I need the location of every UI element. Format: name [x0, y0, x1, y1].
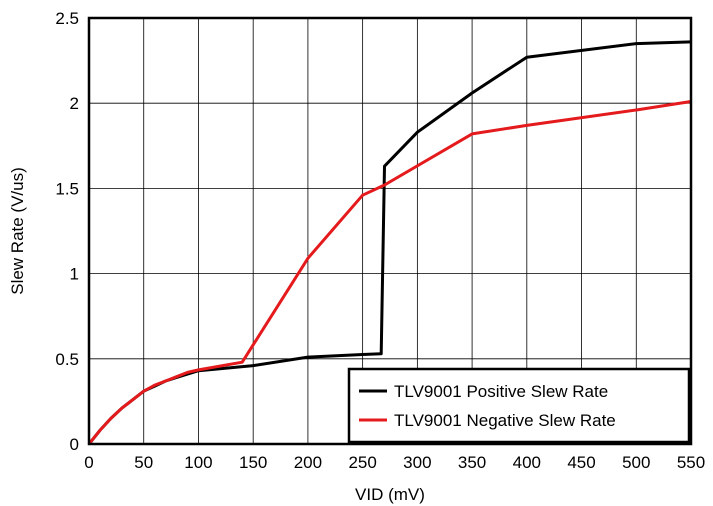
legend: TLV9001 Positive Slew Rate TLV9001 Negat… — [347, 367, 691, 444]
x-tick-label: 100 — [184, 453, 212, 472]
x-tick-label: 500 — [622, 453, 650, 472]
x-tick-label: 450 — [567, 453, 595, 472]
x-tick-label: 550 — [677, 453, 705, 472]
x-axis-label: VID (mV) — [355, 485, 425, 504]
x-tick-label: 50 — [134, 453, 153, 472]
x-tick-label: 350 — [458, 453, 486, 472]
y-axis-label: Slew Rate (V/us) — [8, 167, 27, 295]
x-tick-label: 300 — [403, 453, 431, 472]
legend-label-positive: TLV9001 Positive Slew Rate — [394, 382, 608, 401]
y-tick-label: 2.5 — [55, 9, 79, 28]
series-layer — [87, 40, 692, 445]
y-tick-labels: 0 0.5 1 1.5 2 2.5 — [55, 9, 79, 454]
x-tick-label: 250 — [348, 453, 376, 472]
y-tick-label: 1.5 — [55, 179, 79, 198]
x-tick-label: 150 — [239, 453, 267, 472]
x-tick-labels: 0 50 100 150 200 250 300 350 400 450 500 550 — [84, 453, 705, 472]
y-tick-label: 0 — [70, 435, 79, 454]
x-tick-label: 200 — [294, 453, 322, 472]
x-tick-label: 0 — [84, 453, 93, 472]
x-tick-label: 400 — [513, 453, 541, 472]
y-tick-label: 0.5 — [55, 350, 79, 369]
legend-label-negative: TLV9001 Negative Slew Rate — [394, 411, 616, 430]
plot-frame — [87, 16, 693, 446]
legend-box — [347, 367, 691, 444]
y-tick-label: 2 — [70, 94, 79, 113]
series-line-negative — [87, 100, 692, 445]
y-tick-label: 1 — [70, 265, 79, 284]
